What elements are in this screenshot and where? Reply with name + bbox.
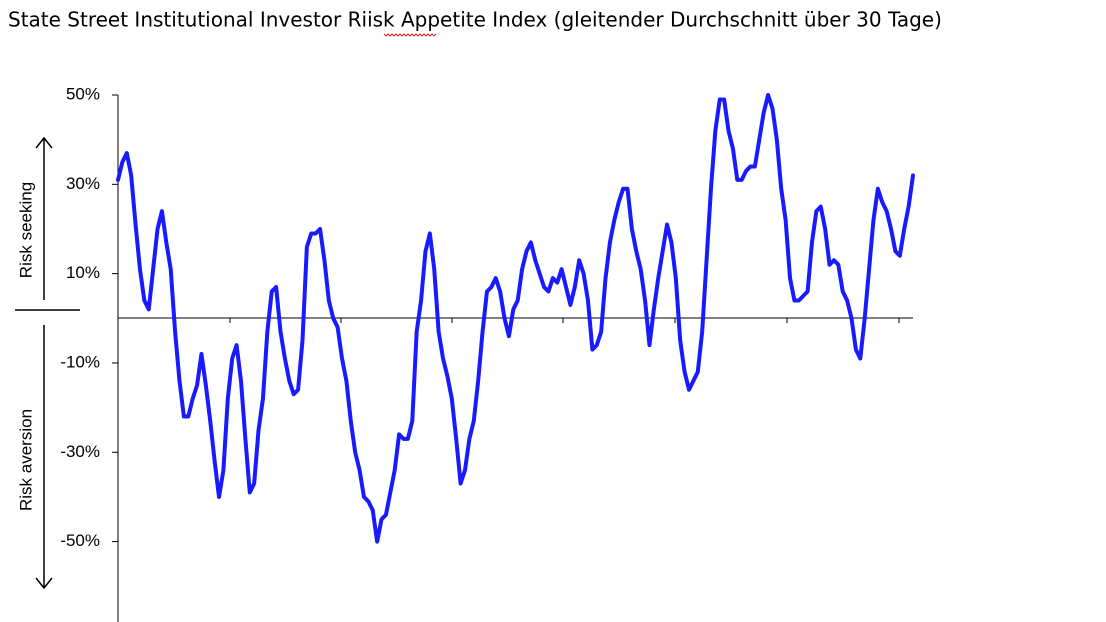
x-tick-marks <box>229 318 900 323</box>
y-tick-label: 10% <box>66 263 100 282</box>
arrows <box>35 136 53 590</box>
y-tick-label: -50% <box>60 531 100 550</box>
y-tick-label: 50% <box>66 84 100 103</box>
spellcheck-underline <box>383 33 437 37</box>
chart-title: State Street Institutional Investor Riis… <box>8 8 942 32</box>
y-tick-label: -30% <box>60 442 100 461</box>
data-line <box>116 93 915 544</box>
y-tick-label: 30% <box>66 174 100 193</box>
risk-seeking-label: Risk seeking <box>16 182 35 278</box>
risk-aversion-label: Risk aversion <box>16 409 35 511</box>
y-tick-label: -10% <box>60 352 100 371</box>
